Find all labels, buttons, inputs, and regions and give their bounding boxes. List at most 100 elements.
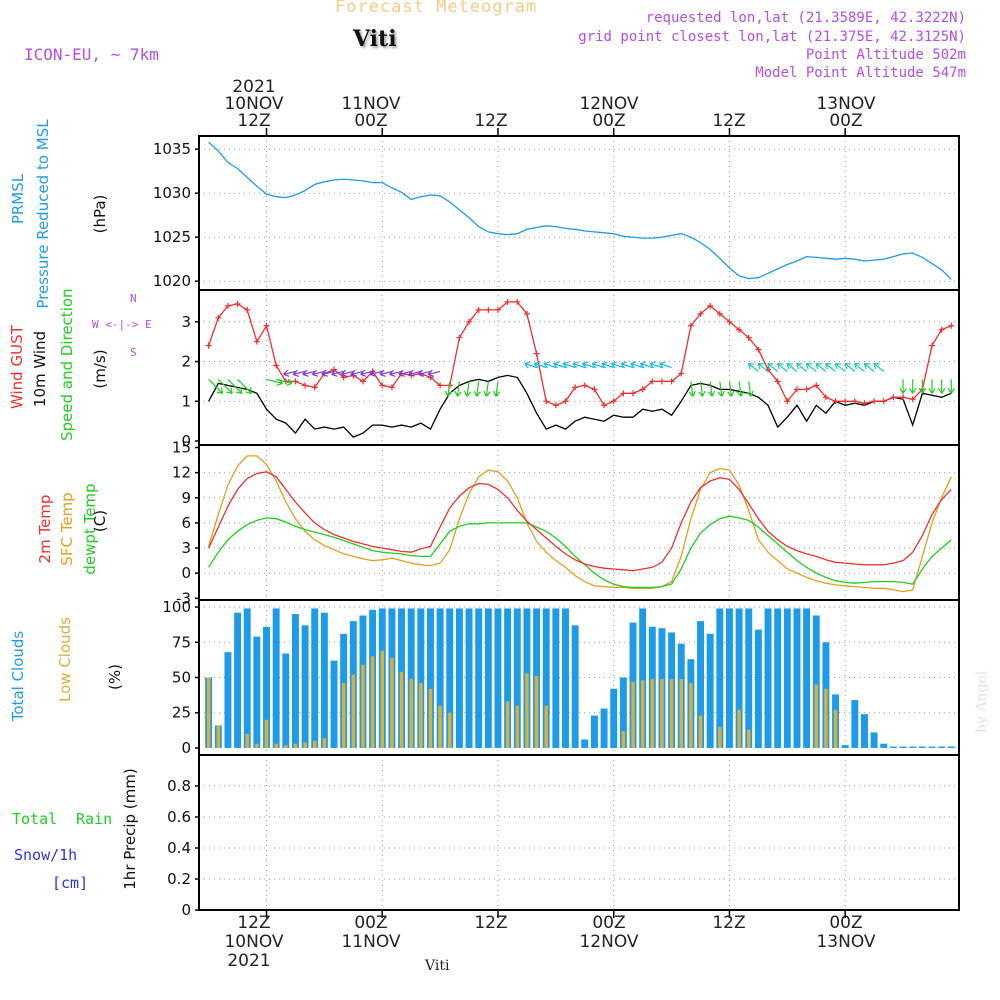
- low-clouds-bar: [361, 664, 365, 748]
- low-clouds-bar: [438, 705, 442, 748]
- low-clouds-bar: [833, 709, 838, 748]
- top-axis-hour: 12Z: [474, 111, 508, 131]
- gust-marker: [707, 302, 714, 309]
- total-clouds-bar: [552, 608, 560, 748]
- wind-direction-arrow: [815, 362, 827, 372]
- wind-direction-arrow: [767, 362, 779, 372]
- low-clouds-bar: [351, 674, 356, 748]
- wind-direction-arrow: [776, 362, 788, 372]
- pressure-unit: (hPa): [91, 194, 109, 234]
- gust-marker: [822, 394, 829, 401]
- low-clouds-bar: [621, 731, 626, 748]
- y-tick-label: -3: [176, 589, 191, 607]
- wind-direction-arrow: [649, 361, 663, 369]
- top-axis-hour: 00Z: [354, 111, 388, 131]
- y-tick-label: 3: [181, 313, 191, 331]
- gust-marker: [205, 342, 212, 349]
- total-clouds-bar: [417, 608, 425, 748]
- wind-direction-arrow: [283, 369, 296, 377]
- gust-marker: [900, 394, 907, 401]
- wind-direction-arrow: [350, 369, 364, 377]
- total-clouds-bar: [272, 608, 280, 748]
- total-clouds-bar: [870, 732, 878, 748]
- wind-direction-arrow: [757, 362, 769, 372]
- low-clouds-bar: [264, 719, 269, 748]
- temp-2m-line: [208, 471, 952, 572]
- wind-direction-arrow: [483, 381, 491, 397]
- total-clouds-bar: [562, 608, 569, 748]
- gust-marker: [388, 384, 395, 391]
- wind-direction-arrow: [834, 362, 846, 372]
- temp-2m-label: 2m Temp: [36, 494, 54, 564]
- top-axis-hour: 12Z: [237, 111, 271, 131]
- gust-marker: [793, 386, 800, 393]
- low-clouds-bar: [293, 743, 298, 748]
- top-axis-date: 13NOV: [816, 94, 876, 114]
- bottom-axis-date: 11NOV: [341, 932, 401, 952]
- wind-direction-arrow: [918, 379, 927, 394]
- temp-sfc-label: SFC Temp: [58, 492, 76, 566]
- wind-direction-arrow: [659, 361, 672, 369]
- total-clouds-bar: [697, 621, 704, 748]
- wind-direction-arrow: [227, 378, 243, 395]
- wind-direction-label: Speed and Direction: [58, 288, 76, 441]
- wind-direction-arrow: [331, 369, 344, 377]
- wind-direction-arrow: [418, 369, 431, 377]
- y-tick-label: 6: [181, 514, 191, 532]
- wind-direction-arrow: [292, 369, 306, 377]
- total-clouds-bar: [590, 715, 598, 748]
- gust-marker: [224, 302, 231, 309]
- bottom-axis-year: 2021: [227, 951, 271, 971]
- model-altitude: Model Point Altitude 547m: [755, 65, 966, 81]
- bottom-axis-hour: 12Z: [474, 913, 508, 933]
- top-axis-date: 10NOV: [224, 94, 284, 114]
- wind-direction-arrow: [454, 381, 462, 397]
- total-clouds-bar: [803, 608, 811, 748]
- low-clouds-bar: [341, 683, 346, 748]
- compass-s: S: [130, 346, 137, 359]
- gust-marker: [533, 350, 540, 357]
- pressure-label-long: Pressure Reduced to MSL: [34, 119, 52, 309]
- total-clouds-bar: [282, 653, 290, 748]
- low-clouds-bar: [274, 743, 278, 748]
- total-clouds-bar: [938, 746, 946, 748]
- gust-marker: [851, 398, 858, 405]
- wind-direction-arrow: [746, 381, 754, 397]
- wind-direction-arrow: [276, 378, 293, 386]
- low-clouds-bar: [216, 725, 221, 748]
- wind-direction-arrow: [533, 361, 547, 369]
- total-clouds-bar: [427, 608, 434, 748]
- total-clouds-bar: [918, 746, 926, 748]
- y-tick-label: 1: [181, 392, 191, 410]
- total-clouds-bar: [253, 636, 261, 748]
- sfc-temp-line: [207, 455, 952, 593]
- total-clouds-bar: [446, 608, 454, 748]
- pressure-label: PRMSL: [9, 173, 27, 225]
- low-clouds-bar: [428, 688, 433, 748]
- wind-direction-arrow: [928, 379, 936, 394]
- footer-location: Viti: [425, 958, 450, 974]
- bottom-axis-date: 13NOV: [816, 932, 876, 952]
- bottom-axis-date: 10NOV: [224, 932, 284, 952]
- wind-direction-arrow: [698, 381, 706, 397]
- y-tick-label: 2: [181, 353, 191, 371]
- total-clouds-bar: [745, 608, 753, 748]
- total-clouds-bar: [542, 608, 550, 748]
- low-clouds-bar: [660, 678, 664, 748]
- gust-marker: [379, 382, 386, 389]
- gust-marker: [928, 342, 935, 349]
- low-clouds-bar: [380, 650, 384, 748]
- wind-direction-arrow: [796, 362, 807, 372]
- wind-direction-arrow: [553, 361, 566, 369]
- gust-marker: [263, 322, 270, 329]
- low-clouds-bar: [814, 684, 818, 748]
- wind-direction-arrow: [707, 381, 716, 397]
- y-tick-label: 12: [172, 464, 191, 482]
- gust-marker: [552, 402, 559, 409]
- total-clouds-bar: [706, 633, 714, 748]
- top-axis-hour: 00Z: [592, 111, 626, 131]
- wind-direction-arrow: [630, 361, 643, 369]
- gust-marker: [437, 382, 444, 389]
- bottom-axis-hour: 00Z: [592, 913, 626, 933]
